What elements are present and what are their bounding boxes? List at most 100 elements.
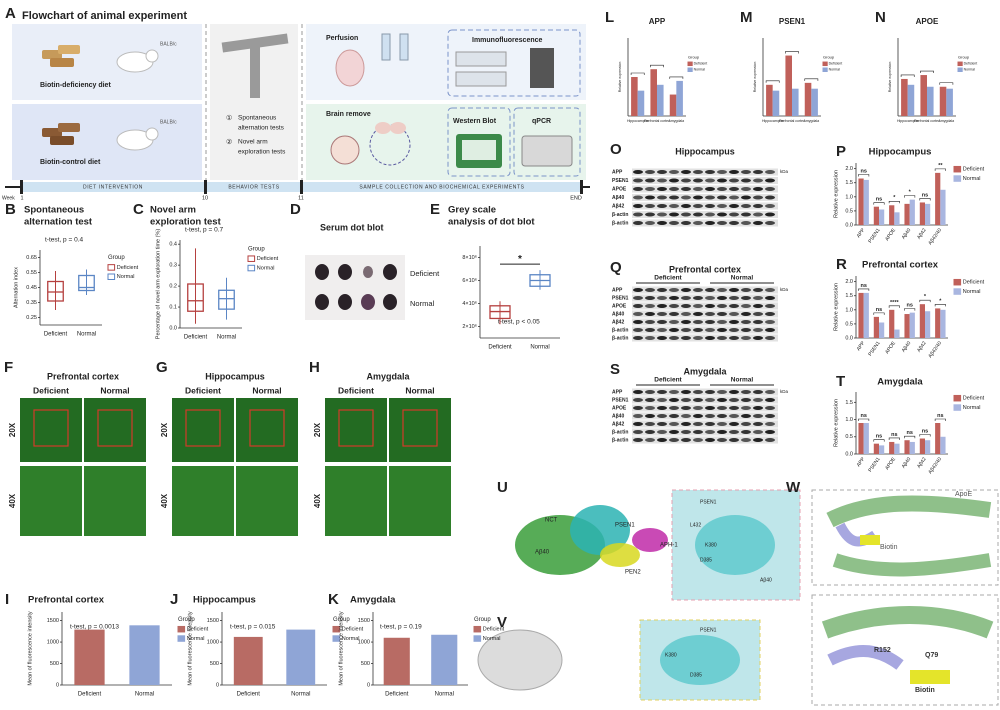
legend-label: Normal	[342, 636, 360, 642]
band	[633, 212, 643, 217]
band	[765, 212, 775, 217]
y-tick-label: 0.0	[845, 451, 853, 457]
label: APOE	[612, 186, 627, 192]
band	[729, 178, 739, 183]
significance: *	[893, 195, 896, 201]
band	[705, 328, 715, 332]
band	[657, 390, 667, 394]
band	[645, 430, 655, 434]
label: Biotin-deficiency diet	[40, 82, 111, 89]
y-tick-label: 0	[367, 682, 370, 688]
band	[765, 312, 775, 316]
label: ApoE	[955, 491, 972, 498]
band	[729, 212, 739, 217]
label: Aβ40	[535, 550, 550, 556]
bar	[383, 637, 410, 685]
label: SAMPLE COLLECTION AND BIOCHEMICAL EXPERI…	[359, 184, 524, 190]
legend-swatch	[177, 635, 186, 642]
y-tick-label: 0.0	[845, 335, 853, 341]
band	[741, 320, 751, 324]
label: kDa	[780, 287, 788, 292]
sig-bracket	[630, 72, 645, 75]
sig-bracket	[904, 308, 916, 311]
legend-swatch	[822, 61, 828, 67]
label: Brain remove	[326, 111, 371, 118]
legend-label: Normal	[694, 68, 706, 72]
band	[669, 296, 679, 300]
legend-swatch	[957, 67, 963, 72]
panel-title: Hippocampus	[675, 146, 735, 156]
legend-swatch	[332, 635, 341, 642]
band	[693, 430, 703, 434]
band	[633, 336, 643, 340]
bar	[858, 423, 864, 454]
legend-swatch	[473, 625, 482, 633]
y-axis-label: Relative expression	[753, 62, 757, 93]
band	[705, 288, 715, 292]
box	[218, 289, 235, 310]
y-tick-label: 0.5	[845, 434, 853, 440]
legend-label: Deficient	[342, 627, 364, 633]
micrograph	[20, 466, 82, 536]
panel-letter: Q	[610, 259, 622, 276]
bar	[919, 202, 925, 225]
band	[681, 204, 691, 208]
y-maze	[221, 33, 289, 98]
bar	[676, 80, 683, 116]
band	[633, 398, 643, 402]
sig-bracket	[934, 168, 946, 171]
label: Aβ42	[612, 203, 624, 209]
label: Immunofluorescence	[472, 37, 543, 44]
legend-label: Normal	[963, 405, 981, 411]
panel-title: Flowchart of animal experiment	[22, 10, 187, 22]
roi	[249, 409, 285, 447]
bar	[631, 77, 638, 116]
band	[669, 221, 679, 225]
label: 11	[298, 195, 304, 201]
band	[729, 288, 739, 292]
y-tick-label: 0.25	[26, 315, 37, 321]
chart-title: exploration test	[150, 217, 222, 228]
label: APP	[612, 169, 623, 175]
legend-label: Normal	[963, 176, 981, 182]
legend-swatch	[473, 635, 482, 642]
band	[729, 328, 739, 332]
chart-title: analysis of dot blot	[448, 217, 535, 228]
legend-title: Group	[823, 55, 835, 60]
legend-label: Deficient	[963, 280, 985, 286]
micrograph	[172, 466, 234, 536]
legend-swatch	[177, 625, 186, 633]
band	[753, 170, 763, 174]
y-tick-label: 1000	[207, 640, 219, 646]
band	[633, 438, 643, 442]
significance: ns	[876, 434, 882, 440]
panel-title: Serum dot blot	[320, 222, 384, 232]
legend-swatch	[822, 67, 828, 72]
label: kDa	[780, 169, 788, 174]
bar	[804, 82, 812, 116]
label: Q79	[925, 652, 938, 659]
legend-label: Normal	[483, 636, 501, 642]
box	[78, 274, 95, 292]
band	[765, 422, 775, 426]
band	[717, 296, 727, 300]
band	[741, 178, 751, 183]
significance: *	[518, 254, 522, 265]
panel-title: Hippocampus	[205, 371, 265, 381]
x-tick-label: APOE	[884, 456, 897, 471]
dots	[315, 264, 397, 310]
legend-swatch	[953, 394, 962, 402]
band	[729, 430, 739, 434]
band	[669, 320, 679, 324]
label: 1	[20, 195, 23, 201]
label: D385	[700, 557, 712, 563]
x-tick-label: Deficient	[237, 692, 261, 698]
band	[693, 187, 703, 191]
bar	[925, 440, 931, 454]
band	[657, 195, 667, 200]
micrograph	[325, 466, 387, 536]
legend-label: Deficient	[257, 256, 279, 262]
label: ②	[226, 138, 232, 146]
significance: ns	[860, 283, 866, 289]
label: Normal	[100, 385, 129, 395]
